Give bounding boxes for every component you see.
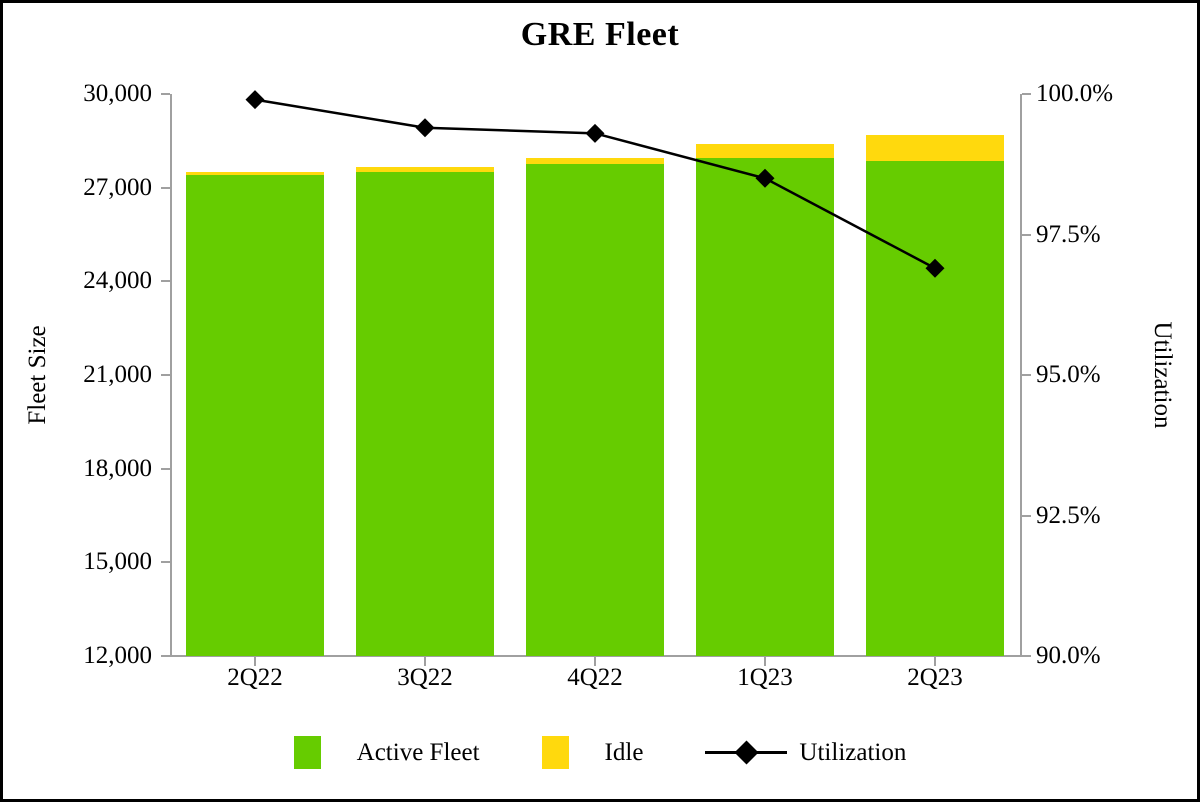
legend-item-idle: Idle xyxy=(541,736,644,769)
x-tick-mark xyxy=(934,657,936,666)
left-tick-mark xyxy=(161,655,170,657)
left-tick-mark xyxy=(161,93,170,95)
x-tick-label: 3Q22 xyxy=(397,664,453,691)
bar-active-1Q23 xyxy=(696,158,834,656)
chart-title: GRE Fleet xyxy=(520,16,680,53)
left-tick-label: 24,000 xyxy=(83,267,152,295)
legend-item-utilization: Utilization xyxy=(705,736,906,769)
bar-idle-1Q23 xyxy=(696,143,834,158)
utilization-marker-1Q23 xyxy=(755,168,775,188)
utilization-marker-2Q23 xyxy=(925,258,945,278)
left-tick-label: 15,000 xyxy=(83,548,152,576)
left-tick-label: 18,000 xyxy=(83,454,152,482)
left-tick-mark xyxy=(161,186,170,189)
right-tick-label: 90.0% xyxy=(1036,642,1101,669)
legend: Active Fleet Idle Utilization xyxy=(0,736,1200,769)
bar-idle-2Q22 xyxy=(186,172,324,176)
left-tick-label: 12,000 xyxy=(83,642,152,669)
utilization-marker-2Q22 xyxy=(245,90,265,110)
x-tick-mark xyxy=(594,657,596,666)
right-tick-label: 92.5% xyxy=(1036,501,1101,529)
legend-label-idle: Idle xyxy=(604,738,644,766)
left-tick-label: 30,000 xyxy=(83,80,152,107)
left-axis-line xyxy=(170,94,172,656)
bar-idle-3Q22 xyxy=(356,167,494,173)
utilization-marker-4Q22 xyxy=(585,123,605,143)
x-tick-label: 2Q23 xyxy=(907,664,963,691)
x-tick-mark xyxy=(254,657,256,666)
right-tick-label: 95.0% xyxy=(1036,361,1101,388)
right-tick-mark xyxy=(1022,655,1031,657)
active-fleet-swatch-icon xyxy=(293,736,321,769)
legend-label-active-fleet: Active Fleet xyxy=(356,738,480,766)
right-tick-mark xyxy=(1022,374,1031,376)
right-tick-label: 100.0% xyxy=(1036,80,1114,107)
bar-active-3Q22 xyxy=(356,172,494,656)
bar-idle-2Q23 xyxy=(866,134,1004,162)
left-tick-mark xyxy=(161,374,170,376)
left-tick-label: 27,000 xyxy=(83,173,152,201)
bar-active-4Q22 xyxy=(526,164,664,656)
right-tick-mark xyxy=(1022,514,1031,517)
bottom-axis-line xyxy=(170,655,1022,657)
x-tick-label: 1Q23 xyxy=(737,664,793,691)
x-tick-mark xyxy=(424,657,426,666)
x-tick-mark xyxy=(764,657,766,666)
right-tick-mark xyxy=(1022,233,1031,236)
left-tick-mark xyxy=(161,280,170,283)
utilization-line-diamond-icon xyxy=(705,736,788,769)
left-tick-mark xyxy=(161,561,170,564)
right-tick-mark xyxy=(1022,93,1031,95)
legend-item-active-fleet: Active Fleet xyxy=(293,736,480,769)
bar-idle-4Q22 xyxy=(526,158,664,165)
right-tick-label: 97.5% xyxy=(1036,220,1101,248)
left-tick-mark xyxy=(161,467,170,470)
utilization-marker-3Q22 xyxy=(415,118,435,138)
x-tick-label: 2Q22 xyxy=(227,664,283,691)
x-tick-label: 4Q22 xyxy=(567,664,623,691)
legend-label-utilization: Utilization xyxy=(799,738,907,766)
bar-active-2Q22 xyxy=(186,175,324,656)
idle-swatch-icon xyxy=(541,736,569,769)
left-tick-label: 21,000 xyxy=(83,361,152,388)
right-axis-line xyxy=(1020,94,1022,656)
